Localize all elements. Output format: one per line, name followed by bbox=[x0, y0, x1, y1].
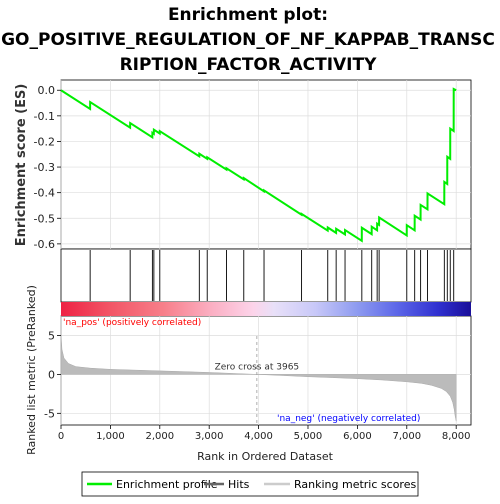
metric-fill bbox=[60, 333, 457, 422]
es-axis-label: Enrichment score (ES) bbox=[14, 84, 29, 247]
chart-title-line-2: GO_POSITIVE_REGULATION_OF_NF_KAPPAB_TRAN… bbox=[1, 30, 495, 50]
pos-label: 'na_pos' (positively correlated) bbox=[63, 318, 201, 328]
metric-tick-label: 5 bbox=[48, 329, 55, 342]
enrichment-profile-line bbox=[60, 87, 457, 243]
metric-axis-ticks: 5 0 -5 bbox=[44, 329, 61, 420]
es-tick-label: -0.5 bbox=[34, 212, 55, 225]
es-tick-label: -0.3 bbox=[34, 161, 55, 174]
metric-tick-label: -5 bbox=[44, 407, 55, 420]
es-grid bbox=[60, 80, 471, 249]
zero-cross-label: Zero cross at 3965 bbox=[215, 362, 300, 372]
x-tick-label: 1,000 bbox=[96, 431, 125, 442]
x-tick-label: 4,000 bbox=[244, 431, 273, 442]
legend-hits-label: Hits bbox=[228, 478, 250, 491]
es-tick-label: -0.4 bbox=[34, 187, 55, 200]
es-tick-label: -0.1 bbox=[34, 110, 55, 123]
es-axis-ticks: 0.0 -0.1 -0.2 -0.3 -0.4 -0.5 -0.6 bbox=[34, 84, 61, 251]
x-tick-label: 8,000 bbox=[442, 431, 471, 442]
metric-tick-label: 0 bbox=[48, 368, 55, 381]
hits-panel bbox=[60, 248, 472, 303]
chart-title-line-1: Enrichment plot: bbox=[168, 5, 328, 25]
x-tick-label: 3,000 bbox=[195, 431, 224, 442]
chart-title-line-3: RIPTION_FACTOR_ACTIVITY bbox=[120, 55, 378, 75]
x-tick-label: 5,000 bbox=[294, 431, 323, 442]
x-axis-label: Rank in Ordered Dataset bbox=[197, 450, 334, 463]
es-tick-label: 0.0 bbox=[38, 84, 56, 97]
legend-enrichment-label: Enrichment profile bbox=[116, 478, 218, 491]
es-panel bbox=[60, 79, 472, 250]
x-tick-label: 2,000 bbox=[145, 431, 174, 442]
es-tick-label: -0.6 bbox=[34, 238, 55, 251]
metric-axis-label: Ranked list metric (PreRanked) bbox=[25, 285, 38, 455]
es-tick-label: -0.2 bbox=[34, 135, 55, 148]
x-tick-label: 6,000 bbox=[343, 431, 372, 442]
es-line-group bbox=[60, 87, 457, 243]
neg-label: 'na_neg' (negatively correlated) bbox=[277, 414, 420, 424]
rank-color-bar bbox=[61, 302, 471, 316]
ranking-metric-area bbox=[60, 333, 457, 422]
x-axis-ticks: 0 1,000 2,000 3,000 4,000 5,000 6,000 7,000 8,00… bbox=[58, 425, 471, 442]
x-tick-label: 0 bbox=[58, 431, 64, 442]
x-tick-label: 7,000 bbox=[392, 431, 421, 442]
hit-lines bbox=[89, 250, 455, 301]
legend-box bbox=[81, 471, 419, 497]
legend-metric-label: Ranking metric scores bbox=[294, 478, 416, 491]
